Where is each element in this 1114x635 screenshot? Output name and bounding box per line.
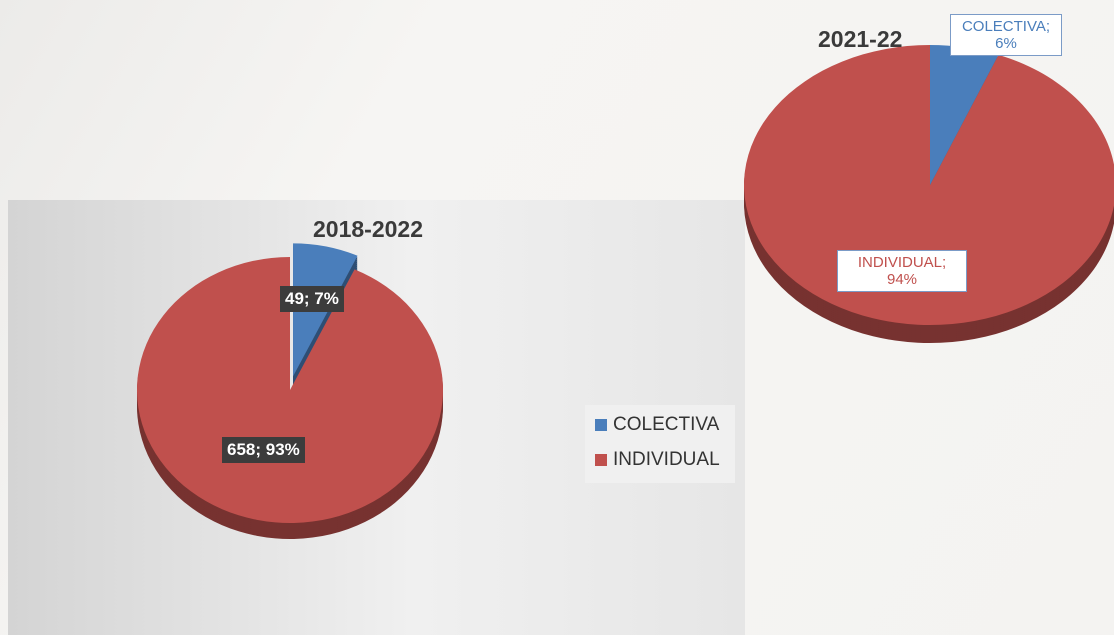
legend-swatch xyxy=(595,454,607,466)
data-label: 658; 93% xyxy=(222,437,305,463)
legend-label: COLECTIVA xyxy=(613,414,720,435)
pie-slice xyxy=(137,257,444,523)
chart-title: 2021-22 xyxy=(818,26,903,52)
legend: COLECTIVA INDIVIDUAL xyxy=(585,405,735,483)
legend-item: COLECTIVA xyxy=(585,410,735,440)
legend-item: INDIVIDUAL xyxy=(585,445,735,475)
legend-swatch xyxy=(595,419,607,431)
chart-title: 2018-2022 xyxy=(313,216,423,242)
pie-slice xyxy=(930,45,999,185)
data-label: 49; 7% xyxy=(280,286,344,312)
data-label: INDIVIDUAL; 94% xyxy=(837,250,967,292)
data-label: COLECTIVA; 6% xyxy=(950,14,1062,56)
legend-label: INDIVIDUAL xyxy=(613,449,720,470)
pie-slice xyxy=(744,45,1114,325)
